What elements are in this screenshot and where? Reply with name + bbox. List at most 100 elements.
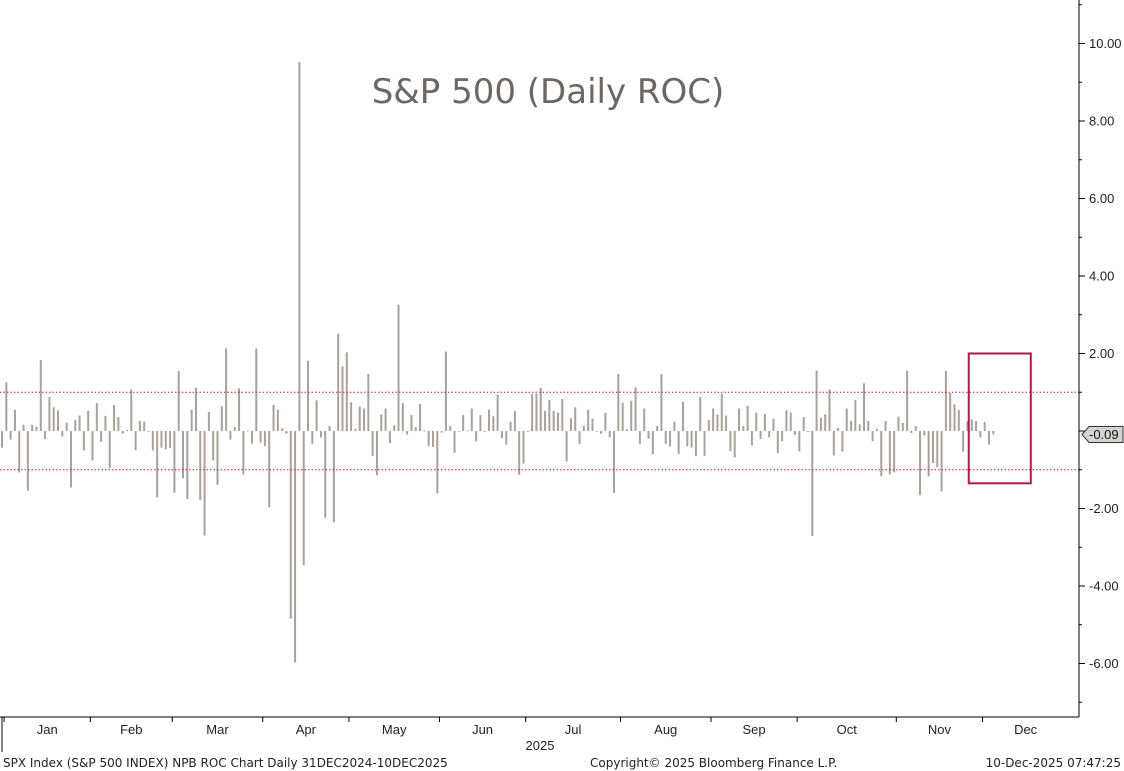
bar <box>647 431 650 439</box>
bar <box>449 425 452 431</box>
bar <box>52 407 55 431</box>
bar <box>9 431 12 440</box>
bar <box>134 431 137 450</box>
bar <box>100 431 103 442</box>
bar <box>552 410 555 431</box>
bar <box>190 409 193 431</box>
bar <box>78 415 81 431</box>
bar <box>207 412 210 431</box>
bar <box>638 431 641 444</box>
bar <box>496 394 499 431</box>
last-value-marker: -0.09 <box>1081 425 1124 443</box>
bar <box>725 415 728 431</box>
band-lines <box>0 391 1079 471</box>
bar <box>22 424 25 431</box>
bar <box>828 389 831 431</box>
bar <box>759 431 762 440</box>
bar <box>246 430 249 432</box>
bar <box>785 410 788 431</box>
bar <box>927 431 930 477</box>
bar <box>410 415 413 431</box>
x-month-label: Feb <box>120 722 142 737</box>
bar <box>285 431 288 434</box>
bar <box>742 425 745 431</box>
bar <box>565 431 568 462</box>
bar <box>177 370 180 431</box>
bar <box>311 431 314 444</box>
footer-left: SPX Index (S&P 500 INDEX) NPB ROC Chart … <box>3 756 448 770</box>
bar <box>182 431 185 479</box>
bar <box>544 410 547 431</box>
bar <box>832 431 835 456</box>
bar <box>35 426 38 431</box>
bar <box>815 370 818 431</box>
bar <box>423 430 426 432</box>
bar <box>712 408 715 431</box>
bar <box>837 427 840 431</box>
bar <box>212 431 215 461</box>
bar <box>746 405 749 431</box>
bar <box>91 431 94 461</box>
bar <box>367 374 370 431</box>
bar <box>414 427 417 432</box>
x-month-label: Apr <box>296 722 317 737</box>
bar <box>259 431 262 443</box>
bar <box>457 431 460 432</box>
highlight-rect <box>967 352 1032 485</box>
bar <box>298 62 301 431</box>
chart-title: S&P 500 (Daily ROC) <box>372 72 725 112</box>
bar <box>242 431 245 475</box>
bar <box>31 424 34 431</box>
x-month-label: Jun <box>472 722 493 737</box>
bar <box>643 408 646 431</box>
bar <box>561 398 564 431</box>
bar <box>600 431 603 434</box>
last-value-label: -0.09 <box>1089 427 1119 442</box>
bar <box>294 431 297 663</box>
bar <box>276 409 279 431</box>
y-tick-label: 4.00 <box>1089 269 1114 284</box>
y-axis: -6.00 -4.00 -2.00 2.00 4.00 6.00 8.00 10.00 <box>1078 0 1122 717</box>
bar <box>324 431 327 518</box>
bar <box>130 389 133 431</box>
bar <box>1 431 3 448</box>
bar <box>707 420 710 431</box>
bar <box>660 374 663 431</box>
bar <box>966 421 969 431</box>
y-tick-label: 8.00 <box>1089 114 1114 129</box>
bar <box>173 431 176 493</box>
bar <box>733 431 736 458</box>
bar <box>169 431 172 449</box>
bar <box>225 348 228 431</box>
bar <box>613 431 616 493</box>
bar <box>587 409 590 431</box>
x-month-label: May <box>382 722 407 737</box>
bar <box>880 431 883 477</box>
bar <box>233 427 236 432</box>
bar <box>39 360 42 431</box>
bar <box>229 431 232 440</box>
x-month-label: Dec <box>1014 722 1038 737</box>
bar <box>272 405 275 431</box>
bar <box>406 431 409 435</box>
y-tick-label: -4.00 <box>1089 579 1119 594</box>
bar <box>923 431 926 436</box>
bar <box>617 374 620 431</box>
bar <box>673 421 676 431</box>
bar <box>591 418 594 431</box>
bar <box>470 408 473 431</box>
bar <box>194 387 197 431</box>
bar <box>117 417 120 431</box>
bar <box>863 383 865 431</box>
x-month-label: Aug <box>654 722 677 737</box>
bar <box>363 408 366 431</box>
bar <box>432 431 434 447</box>
x-month-label: Jan <box>37 722 58 737</box>
bar <box>358 406 361 431</box>
x-axis: Jan Feb Mar Apr May Jun Jul Aug Sep Oct Nov Dec <box>0 716 1079 752</box>
bar <box>819 417 822 431</box>
bar <box>888 431 891 475</box>
bar <box>906 370 909 431</box>
x-month-label: Jul <box>565 722 582 737</box>
bar <box>690 431 693 448</box>
